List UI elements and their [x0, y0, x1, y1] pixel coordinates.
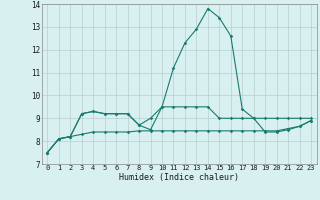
X-axis label: Humidex (Indice chaleur): Humidex (Indice chaleur) [119, 173, 239, 182]
